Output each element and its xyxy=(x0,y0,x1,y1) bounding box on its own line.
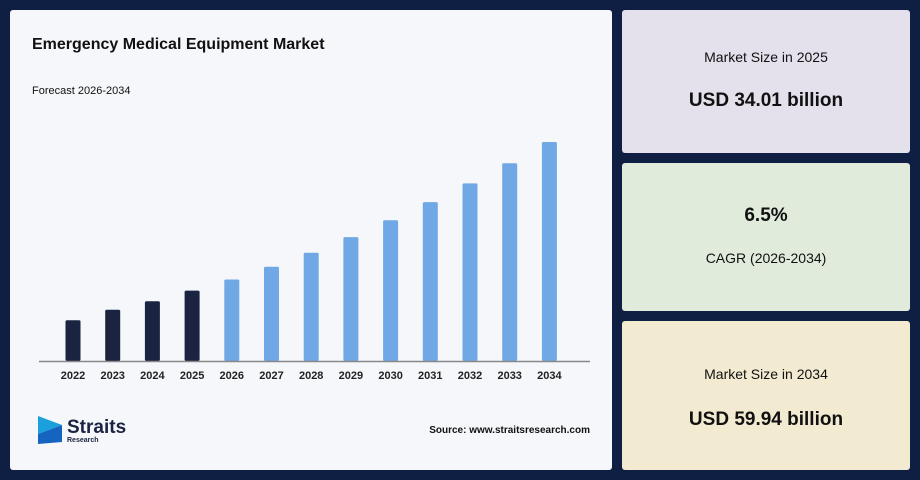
chart-panel: Emergency Medical Equipment Market Forec… xyxy=(10,10,612,470)
bar-2022 xyxy=(65,320,81,361)
card-value: USD 59.94 billion xyxy=(688,409,844,430)
logo-sub: Research xyxy=(67,437,99,444)
bar-2032 xyxy=(462,183,478,361)
logo-name: Straits xyxy=(67,417,126,438)
chart-subtitle: Forecast 2026-2034 xyxy=(32,85,131,97)
logo-mark-icon xyxy=(38,416,62,434)
card-label: Market Size in 2034 xyxy=(704,366,828,382)
x-tick-label: 2027 xyxy=(259,370,283,382)
bar-2023 xyxy=(105,309,121,361)
card-value: 6.5% xyxy=(744,205,788,226)
card-label: Market Size in 2025 xyxy=(704,49,828,65)
x-tick-label: 2030 xyxy=(378,370,402,382)
x-tick-label: 2024 xyxy=(140,370,165,382)
x-tick-label: 2034 xyxy=(537,370,562,382)
straits-logo: Straits Research xyxy=(38,414,148,453)
bar-2034 xyxy=(541,142,557,361)
market-size-2034-card: Market Size in 2034 USD 59.94 billion xyxy=(622,321,910,470)
source-text: Source: www.straitsresearch.com xyxy=(429,425,590,436)
cagr-card: 6.5% CAGR (2026-2034) xyxy=(622,163,910,311)
x-tick-label: 2032 xyxy=(458,370,482,382)
x-tick-label: 2025 xyxy=(180,370,204,382)
bar-2031 xyxy=(422,202,438,361)
bar-2027 xyxy=(264,266,279,361)
bar-2028 xyxy=(303,252,319,361)
chart-title: Emergency Medical Equipment Market xyxy=(32,36,325,53)
card-label: CAGR (2026-2034) xyxy=(705,250,827,266)
x-tick-label: 2022 xyxy=(61,370,85,382)
bar-2029 xyxy=(343,237,359,361)
bar-2030 xyxy=(383,220,399,361)
x-tick-label: 2023 xyxy=(100,370,124,382)
x-tick-label: 2033 xyxy=(497,370,521,382)
bar-chart: 2022 2023 2024 2025 2026 2027 2028 2029 2030 2031… xyxy=(39,142,590,382)
bar-2026 xyxy=(224,279,240,361)
bar-2025 xyxy=(184,290,200,361)
x-tick-label: 2028 xyxy=(299,370,323,382)
card-value: USD 34.01 billion xyxy=(688,90,844,111)
x-tick-label: 2031 xyxy=(418,370,442,382)
market-size-2025-card: Market Size in 2025 USD 34.01 billion xyxy=(622,10,910,153)
bar-2024 xyxy=(144,301,160,361)
bar-2033 xyxy=(502,163,518,361)
x-tick-label: 2026 xyxy=(220,370,244,382)
x-tick-label: 2029 xyxy=(339,370,363,382)
